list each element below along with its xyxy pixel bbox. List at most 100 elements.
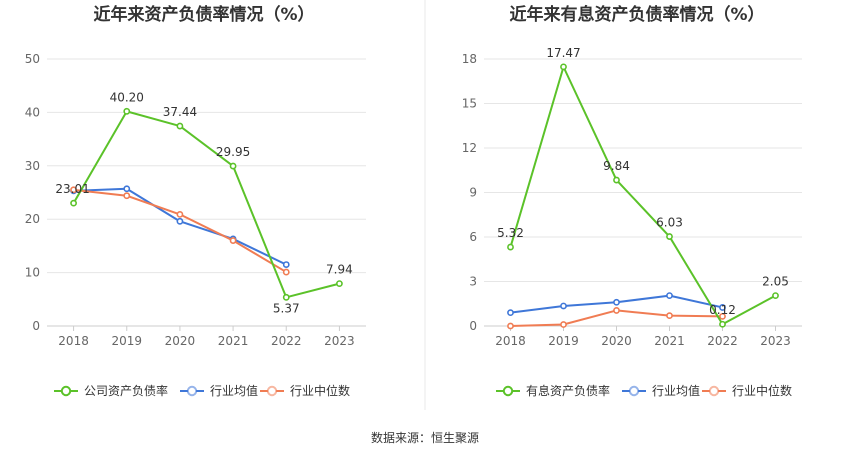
data-label: 40.20	[110, 90, 144, 104]
data-point[interactable]	[666, 233, 673, 240]
data-label: 23.01	[55, 182, 89, 196]
right-data-labels: 5.32 17.47 9.84 6.03 0.12 2.05	[497, 46, 789, 317]
legend-label: 有息资产负债率	[526, 383, 610, 398]
legend-label: 行业均值	[652, 383, 700, 398]
data-source: 数据来源：恒生聚源	[371, 430, 479, 445]
x-tick-label: 2019	[548, 334, 579, 348]
y-tick-label: 12	[462, 141, 477, 155]
data-point[interactable]	[507, 243, 514, 251]
left-y-axis-ticks: 0 10 20 30 40 50	[25, 52, 40, 333]
data-point[interactable]	[613, 307, 620, 314]
data-point[interactable]	[666, 312, 673, 320]
chart-title-left: 近年来资产负债率情况（%）	[93, 4, 314, 25]
data-point[interactable]	[560, 63, 567, 71]
data-point[interactable]	[772, 292, 779, 299]
legend-marker	[502, 385, 514, 397]
x-tick-label: 2020	[601, 334, 632, 348]
data-point[interactable]	[613, 176, 620, 184]
x-tick-label: 2021	[218, 334, 249, 348]
legend-label: 行业均值	[210, 383, 258, 398]
legend-marker	[186, 385, 198, 397]
data-point[interactable]	[719, 320, 726, 328]
y-tick-label: 20	[25, 212, 40, 226]
data-point[interactable]	[719, 312, 726, 320]
right-series-group	[507, 63, 779, 330]
data-point[interactable]	[70, 186, 77, 194]
legend-item-main[interactable]: 公司资产负债率	[54, 383, 168, 398]
y-tick-label: 18	[462, 52, 477, 66]
data-label: 29.95	[216, 145, 250, 159]
right-legend[interactable]: 有息资产负债率 行业均值 行业中位数	[496, 383, 792, 398]
data-point[interactable]	[123, 192, 131, 200]
data-point[interactable]	[282, 261, 290, 268]
x-tick-label: 2020	[165, 334, 196, 348]
legend-label: 行业中位数	[732, 383, 792, 398]
y-tick-label: 30	[25, 159, 40, 173]
data-point[interactable]	[560, 321, 567, 328]
data-point[interactable]	[282, 293, 290, 301]
data-label: 17.47	[546, 46, 580, 60]
legend-item-industry-median[interactable]: 行业中位数	[702, 383, 792, 398]
data-point[interactable]	[176, 210, 184, 218]
data-point[interactable]	[70, 199, 77, 207]
chart-title-right: 近年来有息资产负债率情况（%）	[509, 4, 764, 25]
y-tick-label: 6	[469, 230, 477, 244]
data-point[interactable]	[336, 280, 343, 288]
data-point[interactable]	[507, 322, 514, 330]
x-tick-label: 2022	[707, 334, 738, 348]
legend-marker	[60, 385, 72, 397]
data-point[interactable]	[176, 217, 184, 225]
y-tick-label: 3	[469, 275, 477, 289]
data-point[interactable]	[560, 302, 567, 310]
x-tick-label: 2023	[760, 334, 791, 348]
y-tick-label: 0	[32, 319, 40, 333]
legend-item-industry-median[interactable]: 行业中位数	[260, 383, 350, 398]
x-tick-label: 2021	[654, 334, 685, 348]
y-tick-label: 10	[25, 266, 40, 280]
data-point[interactable]	[282, 268, 290, 276]
y-tick-label: 15	[462, 97, 477, 111]
legend-item-industry-mean[interactable]: 行业均值	[180, 383, 258, 398]
series-line-industry-median	[73, 188, 287, 273]
data-point[interactable]	[613, 298, 620, 306]
data-label: 5.37	[273, 301, 300, 315]
data-label: 7.94	[326, 263, 353, 277]
data-point[interactable]	[176, 122, 184, 130]
left-data-labels: 23.01 40.20 37.44 29.95 5.37 7.94	[55, 90, 352, 315]
data-point[interactable]	[229, 162, 237, 170]
data-point[interactable]	[123, 185, 131, 193]
legend-marker	[708, 385, 720, 397]
data-point[interactable]	[507, 309, 514, 317]
left-legend[interactable]: 公司资产负债率 行业均值 行业中位数	[54, 383, 350, 398]
x-tick-label: 2018	[495, 334, 526, 348]
x-tick-label: 2019	[111, 334, 142, 348]
data-label: 9.84	[603, 159, 630, 173]
y-tick-label: 0	[469, 319, 477, 333]
right-gridlines	[484, 58, 802, 327]
x-tick-label: 2022	[271, 334, 302, 348]
data-label: 5.32	[497, 226, 524, 240]
y-tick-label: 40	[25, 105, 40, 119]
legend-item-main[interactable]: 有息资产负债率	[496, 383, 610, 398]
x-tick-label: 2018	[58, 334, 89, 348]
data-label: 6.03	[656, 216, 683, 230]
legend-marker	[628, 385, 640, 397]
right-y-axis-ticks: 0 3 6 9 12 15 18	[462, 52, 477, 333]
legend-marker	[266, 385, 278, 397]
right-x-axis-ticks: 2018 2019 2020 2021 2022 2023	[495, 326, 791, 348]
legend-item-industry-mean[interactable]: 行业均值	[622, 383, 700, 398]
data-point[interactable]	[666, 292, 673, 299]
y-tick-label: 50	[25, 52, 40, 66]
series-line-main	[509, 65, 776, 326]
data-label: 0.12	[709, 303, 736, 317]
data-point[interactable]	[229, 237, 237, 244]
left-gridlines	[47, 58, 366, 327]
data-point[interactable]	[719, 304, 726, 311]
series-line-main	[72, 110, 340, 299]
left-x-axis-ticks: 2018 2019 2020 2021 2022 2023	[58, 326, 355, 348]
x-tick-label: 2023	[324, 334, 355, 348]
data-point[interactable]	[123, 107, 131, 115]
legend-label: 行业中位数	[290, 383, 350, 398]
legend-label: 公司资产负债率	[84, 383, 168, 398]
